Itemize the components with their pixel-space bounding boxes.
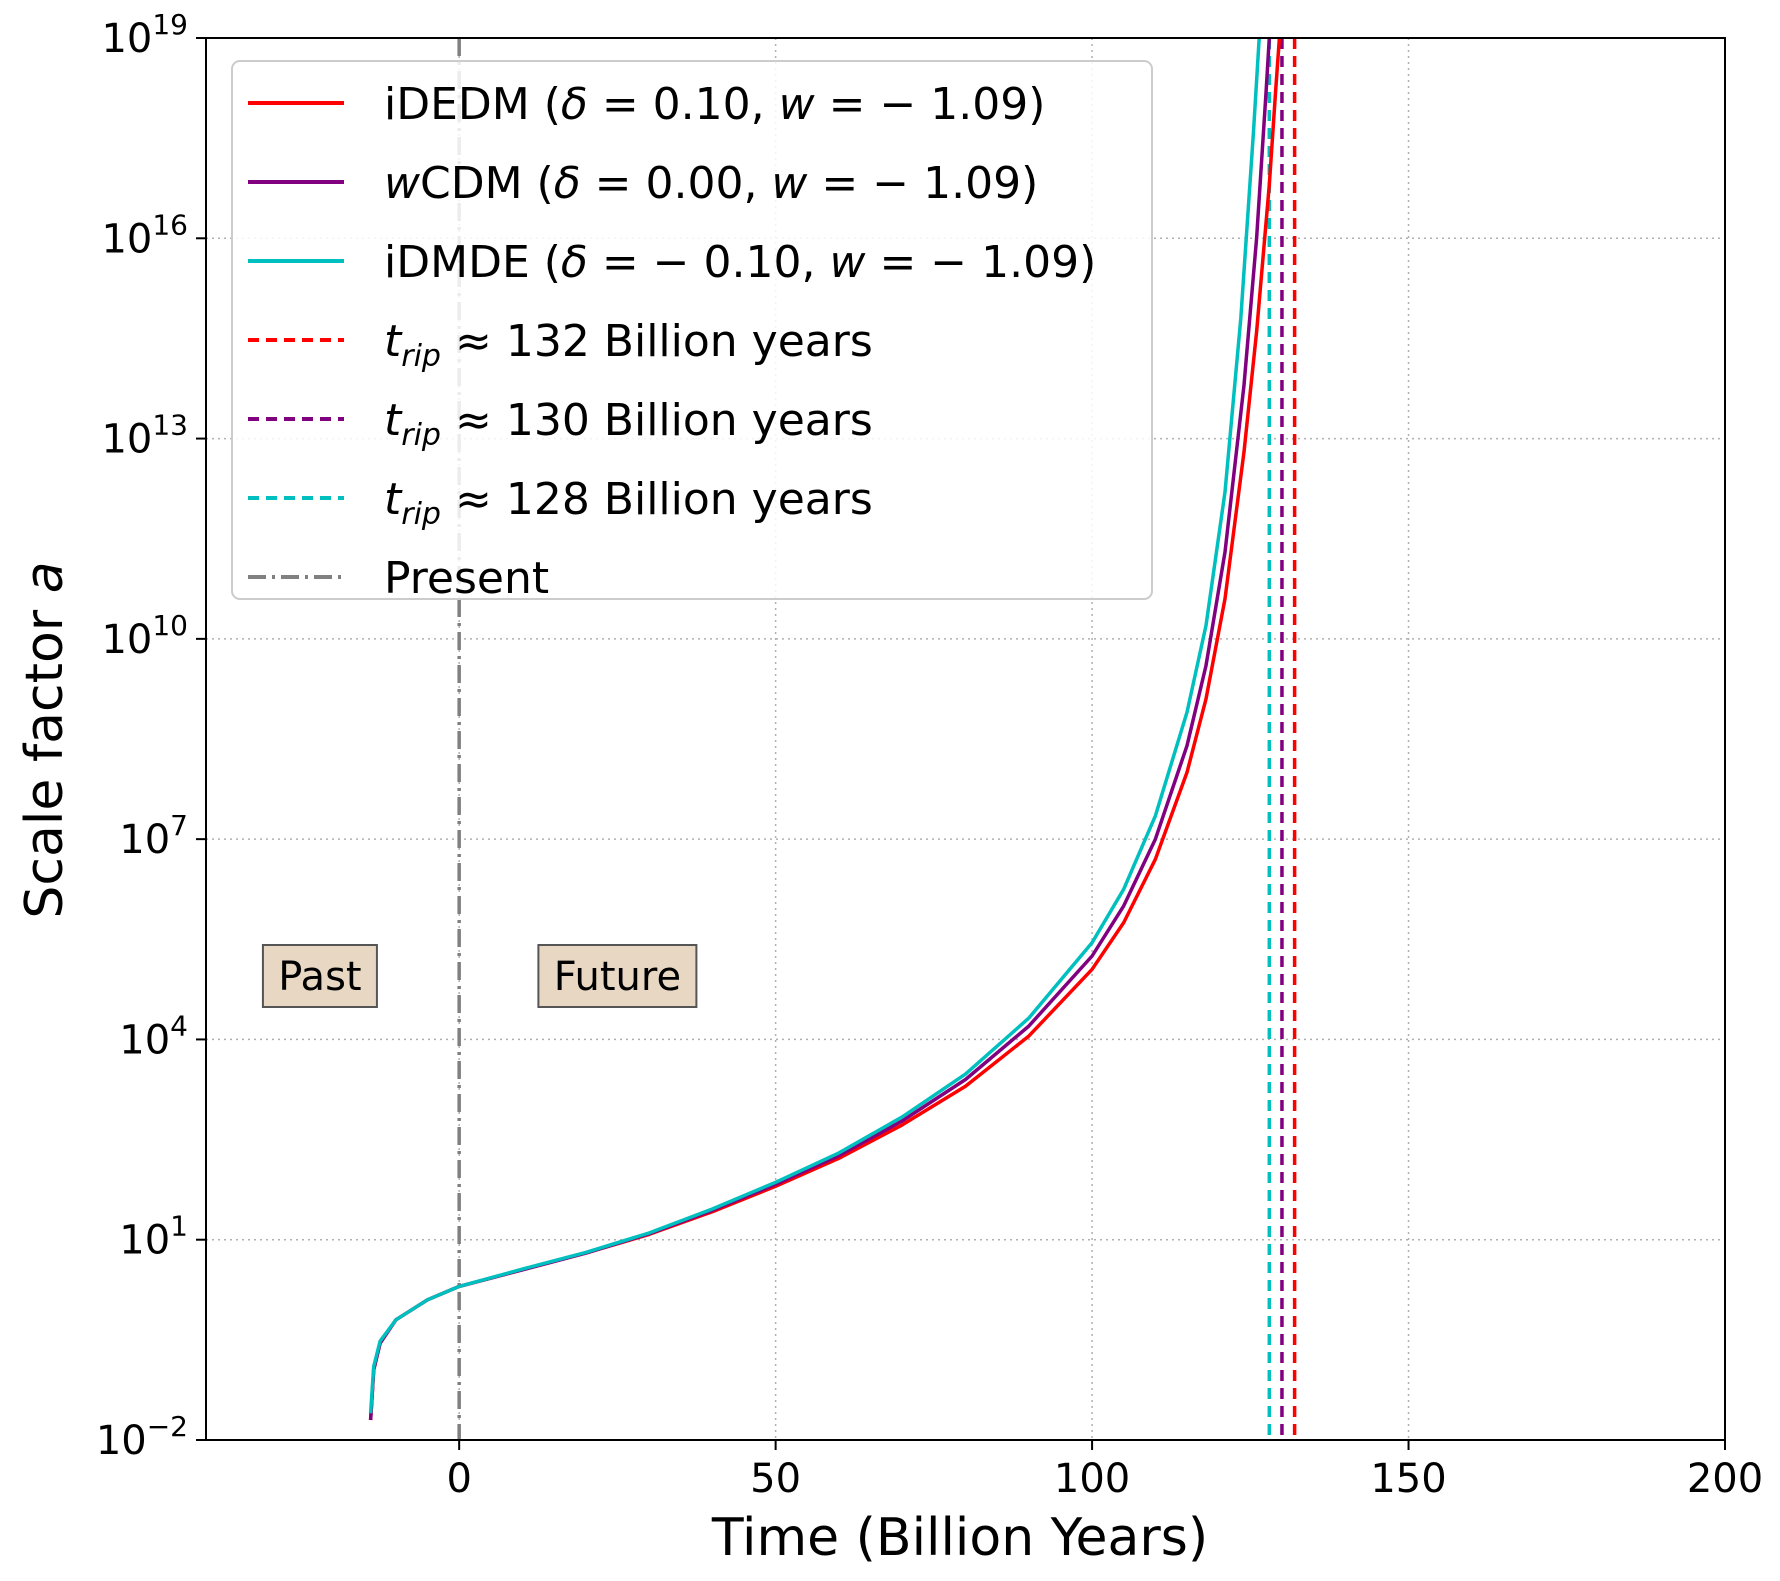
x-tick-label: 50: [750, 1456, 801, 1502]
axes-frame: [205, 37, 1726, 1441]
x-axis-label: Time (Billion Years): [711, 1508, 1208, 1568]
y-tick-label: 104: [119, 1009, 188, 1063]
legend-label-wCDM: wCDM (δ = 0.00, w = − 1.09): [384, 158, 1038, 209]
legend-label-rip-0: trip ≈ 132 Billion years: [384, 316, 873, 374]
axes: 0 50 100 150 200 10−2 101 104 107 1010 1013 1016 101…: [96, 8, 1763, 1502]
y-axis-label: Scale factor a: [15, 561, 75, 918]
y-tick-label: 107: [119, 809, 188, 863]
legend-label-iDEDM: iDEDM (δ = 0.10, w = − 1.09): [384, 79, 1045, 130]
legend: iDEDM (δ = 0.10, w = − 1.09) wCDM (δ = 0.…: [231, 60, 1153, 604]
series-line-iDMDE: [368, 37, 1261, 1414]
y-tick-label: 1010: [101, 609, 188, 663]
annotation-text-1: Future: [554, 954, 681, 1000]
y-tick-label: 1013: [101, 409, 188, 463]
x-tick-label: 200: [1687, 1456, 1763, 1502]
y-tick-label: 10−2: [96, 1410, 188, 1464]
annotation-box-0: [261, 944, 378, 1009]
legend-label-present: Present: [384, 553, 549, 604]
annotation-box-1: [537, 944, 698, 1009]
plot-area: Past Future: [261, 37, 1297, 1440]
legend-label-rip-1: trip ≈ 130 Billion years: [384, 395, 873, 453]
y-tick-label: 101: [119, 1210, 188, 1264]
x-tick-label: 150: [1370, 1456, 1446, 1502]
x-tick-label: 100: [1054, 1456, 1130, 1502]
y-tick-label: 1016: [101, 208, 188, 262]
x-tick-label: 0: [446, 1456, 471, 1502]
y-tick-label: 1019: [101, 8, 188, 62]
legend-label-rip-2: trip ≈ 128 Billion years: [384, 474, 873, 532]
legend-box: [231, 60, 1153, 600]
annotation-text-0: Past: [278, 954, 361, 1000]
legend-label-iDMDE: iDMDE (δ = − 0.10, w = − 1.09): [384, 237, 1096, 288]
